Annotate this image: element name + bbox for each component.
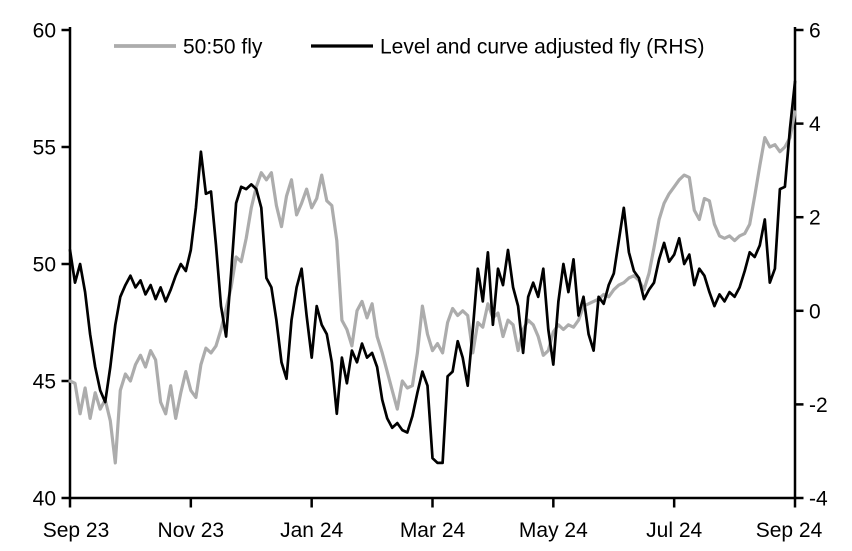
x-axis-tick-label: Sep 23 — [43, 519, 110, 542]
series-layer — [68, 80, 797, 465]
axes-layer: 60 55 50 45 40 6 4 2 0 -2 -4 Sep 23 Nov 23 Jan 24 Mar … — [33, 20, 828, 543]
x-axis-tick-label: Jan 24 — [280, 519, 343, 542]
left-axis-tick-label: 50 — [33, 254, 56, 277]
left-axis-tick-label: 60 — [33, 20, 56, 43]
x-axis-tick-label: Sep 24 — [756, 519, 823, 542]
legend-label: 50:50 fly — [183, 36, 263, 59]
series-line-lhs — [68, 110, 797, 465]
right-axis-tick-label: 6 — [809, 20, 821, 43]
legend-label: Level and curve adjusted fly (RHS) — [380, 36, 705, 59]
left-axis-tick-label: 40 — [33, 488, 56, 511]
right-axis-tick-label: 2 — [809, 207, 821, 230]
right-axis-tick-label: -4 — [809, 488, 828, 511]
right-axis-tick-label: 0 — [809, 300, 821, 323]
x-axis-tick-label: Nov 23 — [158, 519, 225, 542]
right-axis-tick-label: 4 — [809, 113, 821, 136]
right-axis-tick-label: -2 — [809, 394, 828, 417]
x-axis-tick-label: May 24 — [519, 519, 588, 542]
x-axis-tick-label: Jul 24 — [646, 519, 702, 542]
x-axis-tick-label: Mar 24 — [400, 519, 466, 542]
left-axis-tick-label: 55 — [33, 137, 56, 160]
legend-layer: 50:50 fly Level and curve adjusted fly (R… — [114, 36, 705, 59]
left-axis-tick-label: 45 — [33, 371, 56, 394]
series-line-rhs — [68, 80, 797, 465]
